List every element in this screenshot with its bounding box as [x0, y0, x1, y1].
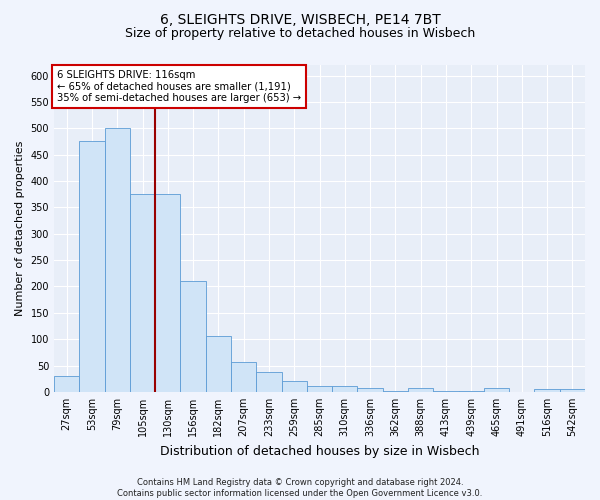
Text: Size of property relative to detached houses in Wisbech: Size of property relative to detached ho…: [125, 28, 475, 40]
X-axis label: Distribution of detached houses by size in Wisbech: Distribution of detached houses by size …: [160, 444, 479, 458]
Bar: [54, 376, 79, 392]
Bar: [458, 391, 484, 392]
Bar: [130, 194, 155, 392]
Bar: [206, 336, 231, 392]
Bar: [332, 386, 358, 392]
Bar: [256, 372, 281, 392]
Bar: [408, 388, 433, 392]
Bar: [433, 391, 458, 392]
Bar: [231, 362, 256, 392]
Bar: [383, 391, 408, 392]
Bar: [484, 388, 509, 392]
Bar: [281, 382, 307, 392]
Bar: [79, 142, 104, 392]
Bar: [104, 128, 130, 392]
Bar: [560, 390, 585, 392]
Text: 6, SLEIGHTS DRIVE, WISBECH, PE14 7BT: 6, SLEIGHTS DRIVE, WISBECH, PE14 7BT: [160, 12, 440, 26]
Bar: [307, 386, 332, 392]
Text: 6 SLEIGHTS DRIVE: 116sqm
← 65% of detached houses are smaller (1,191)
35% of sem: 6 SLEIGHTS DRIVE: 116sqm ← 65% of detach…: [56, 70, 301, 103]
Bar: [535, 390, 560, 392]
Bar: [358, 388, 383, 392]
Bar: [155, 194, 181, 392]
Text: Contains HM Land Registry data © Crown copyright and database right 2024.
Contai: Contains HM Land Registry data © Crown c…: [118, 478, 482, 498]
Bar: [181, 281, 206, 392]
Y-axis label: Number of detached properties: Number of detached properties: [15, 141, 25, 316]
